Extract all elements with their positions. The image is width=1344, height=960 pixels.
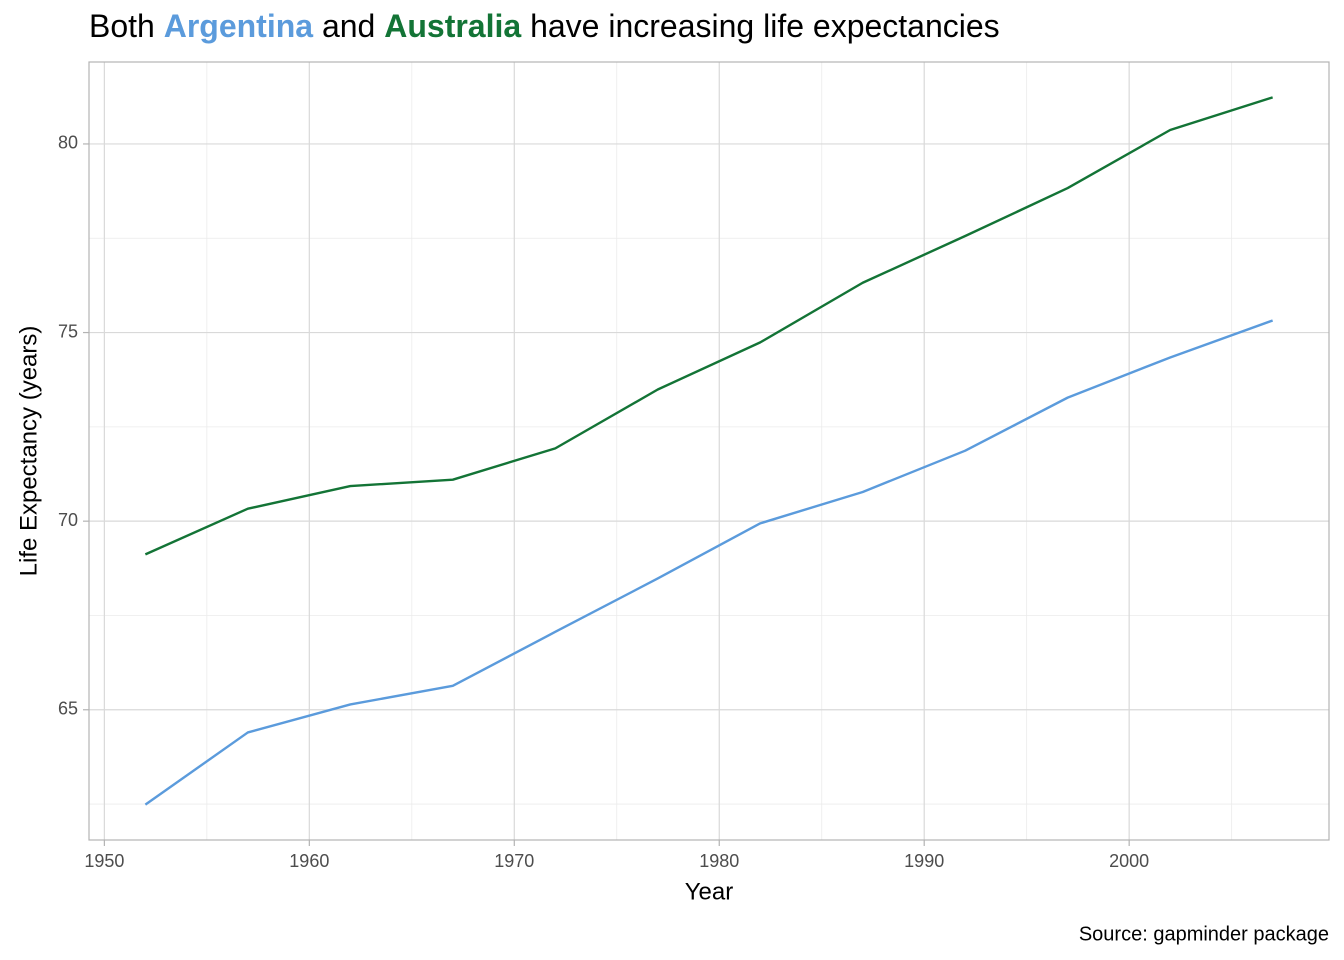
panel-border — [88, 61, 1330, 841]
chart-title: Both Argentina and Australia have increa… — [89, 8, 1000, 44]
axes: 1950 1960 1970 1980 1990 2000 65 70 75 80 — [58, 133, 1149, 871]
grid — [89, 62, 1329, 840]
x-tick-label: 1990 — [904, 851, 944, 871]
title-series-name: Australia — [384, 8, 521, 44]
y-tick-label: 80 — [58, 133, 78, 153]
series-line — [144, 319, 1274, 806]
y-tick-label: 70 — [58, 510, 78, 530]
title-part: Both — [89, 8, 155, 44]
x-tick-label: 1970 — [494, 851, 534, 871]
y-axis-title: Life Expectancy (years) — [15, 326, 42, 577]
x-tick-label: 1960 — [289, 851, 329, 871]
title-part: and — [322, 8, 375, 44]
title-series-name: Argentina — [164, 8, 314, 44]
x-axis-title: Year — [685, 878, 734, 905]
lines — [144, 96, 1274, 806]
y-tick-label: 65 — [58, 699, 78, 719]
x-tick-label: 1950 — [84, 851, 124, 871]
series-line — [144, 96, 1274, 556]
x-tick-label: 2000 — [1109, 851, 1149, 871]
y-tick-label: 75 — [58, 321, 78, 341]
x-tick-label: 1980 — [699, 851, 739, 871]
caption: Source: gapminder package — [1079, 923, 1329, 945]
title-part: have increasing life expectancies — [530, 8, 1000, 44]
